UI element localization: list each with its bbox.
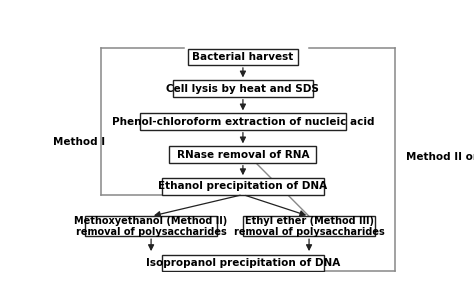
FancyBboxPatch shape <box>140 113 346 130</box>
Text: Phenol-chloroform extraction of nucleic acid: Phenol-chloroform extraction of nucleic … <box>112 117 374 127</box>
FancyBboxPatch shape <box>85 216 217 237</box>
Text: Method I: Method I <box>54 136 106 147</box>
FancyBboxPatch shape <box>169 146 316 163</box>
Text: Cell lysis by heat and SDS: Cell lysis by heat and SDS <box>166 84 319 94</box>
FancyBboxPatch shape <box>173 80 313 97</box>
Text: Ethyl ether (Method III)
removal of polysaccharides: Ethyl ether (Method III) removal of poly… <box>234 216 384 237</box>
Text: Ethanol precipitation of DNA: Ethanol precipitation of DNA <box>158 181 328 191</box>
Text: RNase removal of RNA: RNase removal of RNA <box>177 150 309 159</box>
FancyBboxPatch shape <box>188 48 298 65</box>
Text: Isopropanol precipitation of DNA: Isopropanol precipitation of DNA <box>146 258 340 268</box>
Text: Methoxyethanol (Method II)
removal of polysaccharides: Methoxyethanol (Method II) removal of po… <box>74 216 228 237</box>
Text: Method II or III: Method II or III <box>406 152 474 162</box>
FancyBboxPatch shape <box>243 216 375 237</box>
FancyBboxPatch shape <box>162 178 324 195</box>
Text: Bacterial harvest: Bacterial harvest <box>192 52 293 62</box>
FancyBboxPatch shape <box>162 255 324 271</box>
